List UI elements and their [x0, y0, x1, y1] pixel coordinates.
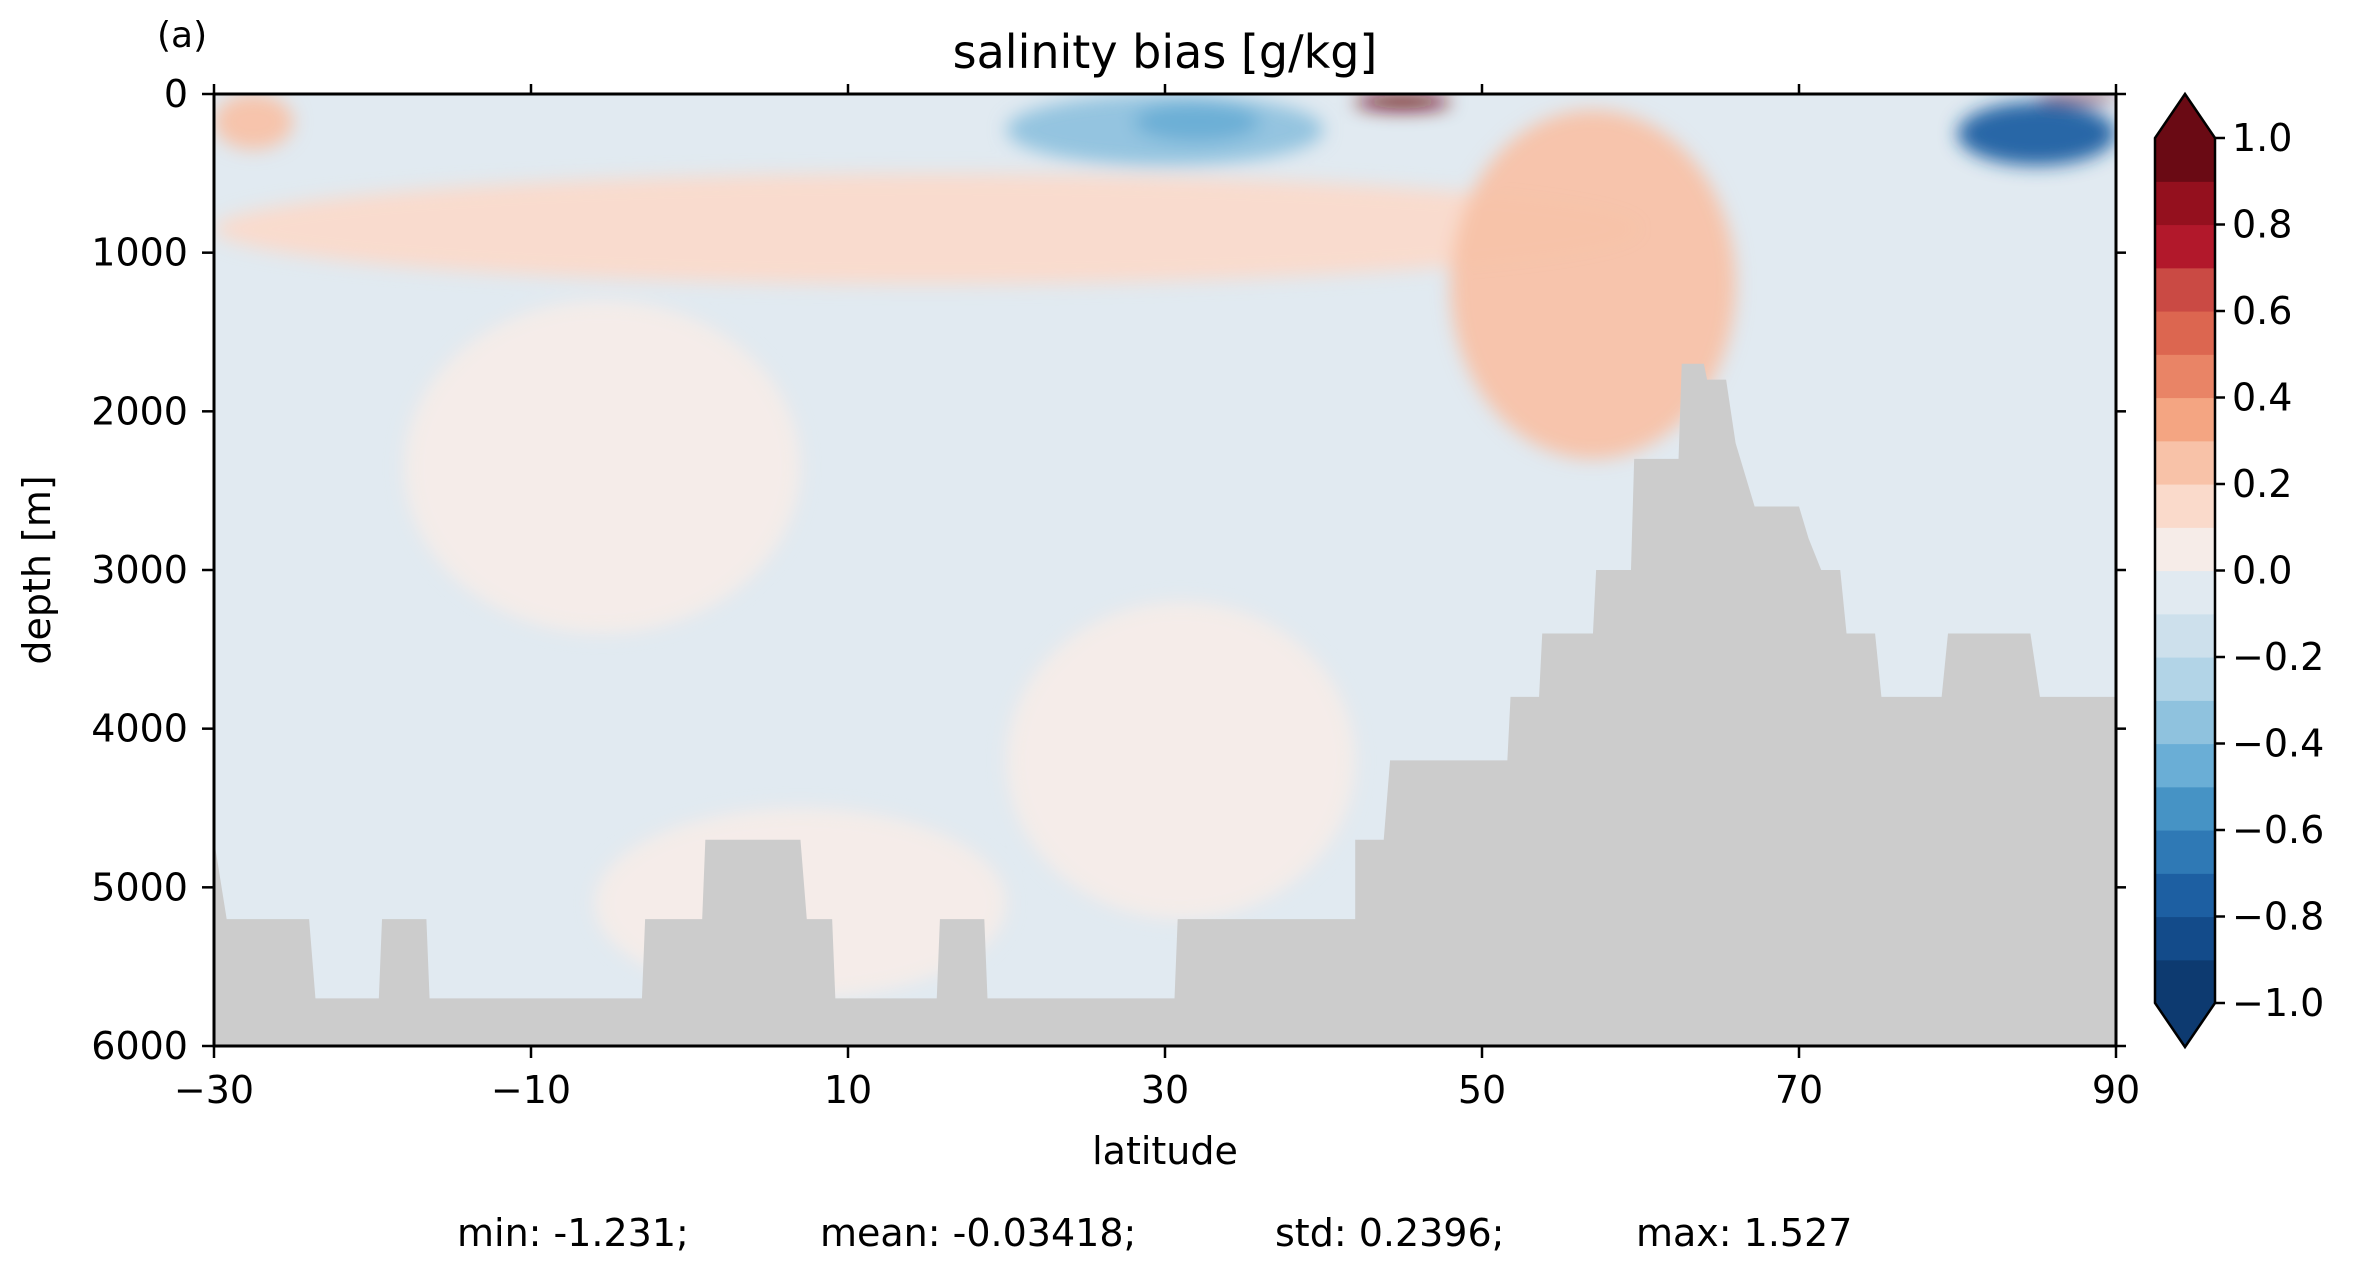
colorbar-segment	[2155, 743, 2215, 788]
colorbar-segment	[2155, 181, 2215, 226]
y-axis: 0 1000 2000 3000 4000 5000 6000	[91, 72, 2126, 1068]
colorbar-tick-label: −0.4	[2232, 722, 2324, 766]
x-tick-label: −10	[491, 1068, 571, 1112]
colorbar-segment	[2155, 224, 2215, 269]
x-tick-label: −30	[174, 1068, 254, 1112]
colorbar-extend-min	[2155, 1003, 2215, 1047]
x-tick-label: 70	[1775, 1068, 1823, 1112]
colorbar-segment	[2155, 700, 2215, 745]
colorbar-tick-label: −0.8	[2232, 895, 2324, 939]
colorbar-tick-label: 1.0	[2232, 116, 2292, 160]
bias-feature-4	[1355, 94, 1451, 110]
colorbar-tick-label: −0.6	[2232, 808, 2324, 852]
colorbar: 1.0 0.8 0.6 0.4 0.2 0.0 −0.2 −0.4 −0.6 −0.8 −1.0	[2153, 91, 2324, 1050]
colorbar-segment	[2155, 484, 2215, 528]
bias-feature-0	[214, 173, 1641, 285]
chart-title: salinity bias [g/kg]	[953, 25, 1378, 79]
panel-letter: (a)	[157, 15, 207, 56]
colorbar-segment	[2155, 311, 2215, 355]
colorbar-segment	[2155, 138, 2215, 182]
bias-feature-6	[2036, 94, 2116, 102]
colorbar-tick-label: 0.2	[2232, 462, 2292, 506]
x-tick-label: 30	[1141, 1068, 1189, 1112]
colorbar-segment	[2155, 613, 2215, 658]
bias-feature-10	[1006, 601, 1356, 920]
colorbar-extend-max	[2155, 94, 2215, 138]
colorbar-segment	[2155, 786, 2215, 831]
colorbar-segment	[2155, 570, 2215, 615]
colorbar-segment	[2155, 397, 2215, 442]
colorbar-segment	[2155, 916, 2215, 961]
stat-min: min: -1.231;	[457, 1211, 689, 1255]
colorbar-segment	[2155, 440, 2215, 485]
bias-feature-2	[1133, 101, 1261, 142]
colorbar-tick-label: −0.2	[2232, 635, 2324, 679]
y-tick-label: 1000	[91, 231, 188, 275]
bias-feature-7	[214, 94, 294, 150]
statistics-line: min: -1.231; mean: -0.03418; std: 0.2396…	[457, 1211, 1852, 1255]
colorbar-segment	[2155, 527, 2215, 572]
colorbar-segment	[2155, 657, 2215, 701]
stat-mean: mean: -0.03418;	[820, 1211, 1136, 1255]
colorbar-tick-label: −1.0	[2232, 981, 2324, 1025]
plot-area	[214, 94, 2116, 1046]
x-axis: −30 −10 10 30 50 70 90	[174, 84, 2140, 1112]
y-tick-label: 6000	[91, 1024, 188, 1068]
bias-feature-5	[1957, 101, 2116, 166]
y-tick-label: 3000	[91, 548, 188, 592]
x-tick-label: 50	[1458, 1068, 1506, 1112]
x-tick-label: 90	[2092, 1068, 2140, 1112]
colorbar-tick-label: 0.4	[2232, 376, 2292, 420]
y-axis-label: depth [m]	[15, 475, 59, 664]
stat-max: max: 1.527	[1636, 1211, 1852, 1255]
colorbar-segment	[2155, 873, 2215, 918]
colorbar-segment	[2155, 830, 2215, 874]
y-tick-label: 4000	[91, 707, 188, 751]
bias-feature-3	[1450, 109, 1736, 459]
x-tick-label: 10	[824, 1068, 872, 1112]
stat-std: std: 0.2396;	[1275, 1211, 1504, 1255]
colorbar-tick-label: 0.0	[2232, 549, 2292, 593]
colorbar-segment	[2155, 959, 2215, 1004]
colorbar-segment	[2155, 354, 2215, 399]
y-tick-label: 5000	[91, 865, 188, 909]
y-tick-label: 0	[164, 72, 188, 116]
colorbar-tick-label: 0.8	[2232, 203, 2292, 247]
bias-feature-8	[404, 300, 801, 634]
colorbar-tick-label: 0.6	[2232, 289, 2292, 333]
colorbar-segment	[2155, 267, 2215, 312]
bathymetry	[214, 363, 2116, 1046]
x-axis-label: latitude	[1092, 1129, 1238, 1173]
y-tick-label: 2000	[91, 389, 188, 433]
